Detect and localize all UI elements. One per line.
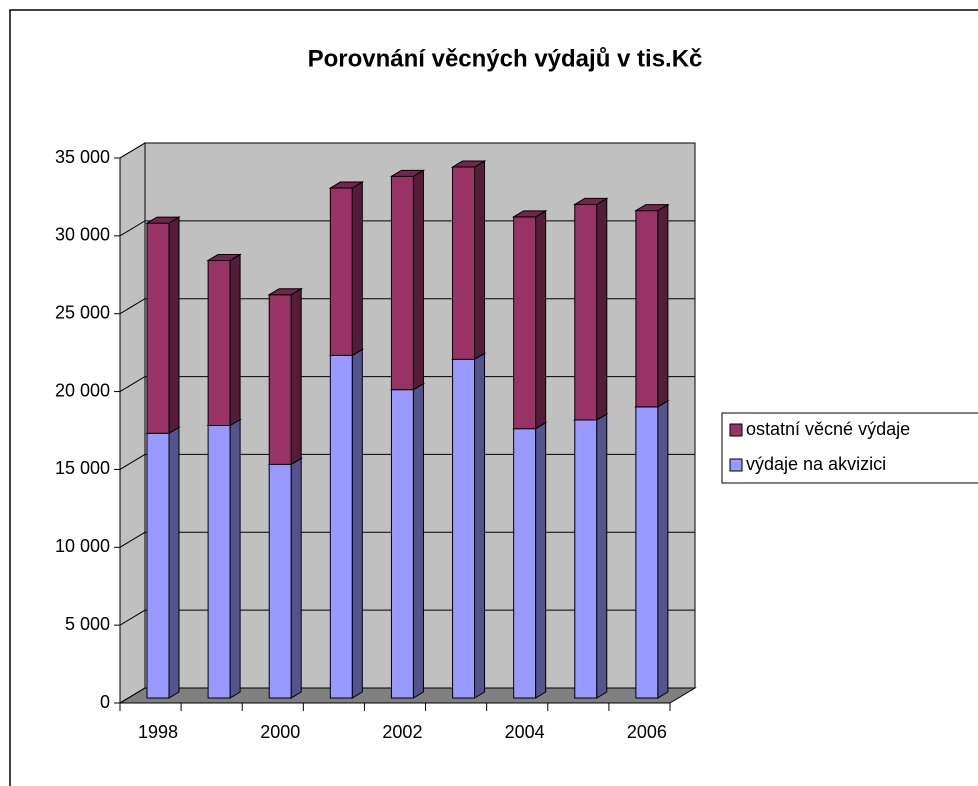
grid-line (119, 376, 695, 393)
bar (511, 209, 548, 430)
bar-front (329, 187, 353, 356)
chart-title: Porovnání věcných výdajů v tis.Kč (308, 45, 703, 72)
grid-line (119, 531, 695, 548)
grid-line (119, 453, 695, 470)
bar (634, 203, 670, 408)
bar-front (146, 222, 170, 434)
bar (389, 169, 426, 391)
bar-top (145, 216, 181, 224)
bar-top (206, 253, 242, 261)
bar (206, 418, 242, 699)
grid-line (119, 220, 695, 237)
bar-front (390, 389, 414, 699)
legend-box (721, 412, 978, 484)
y-tick-label: 20 000 (55, 380, 110, 400)
y-tick-label: 10 000 (55, 536, 110, 556)
bar-front (574, 419, 598, 699)
bar-side (290, 457, 302, 699)
bar-front (452, 166, 476, 360)
bar (206, 253, 242, 427)
x-tick-label: 2004 (505, 722, 545, 742)
grid-line (119, 687, 695, 704)
bar-front (513, 216, 537, 430)
bar-side (474, 352, 486, 699)
bar (450, 160, 487, 361)
x-tick-label: 2002 (382, 722, 422, 742)
bar-side (229, 418, 241, 699)
bar-front (207, 259, 231, 426)
y-tick-label: 5 000 (65, 614, 110, 634)
bar-top (267, 288, 304, 296)
bar-top (450, 160, 487, 168)
legend-label: ostatní věcné výdaje (746, 419, 910, 439)
bar-front (268, 463, 292, 699)
bar-top (634, 204, 670, 212)
bar (450, 352, 487, 699)
grid-line (119, 298, 695, 315)
bar (145, 426, 181, 699)
bar-front (390, 175, 414, 391)
bar-side (351, 181, 363, 357)
y-tick-label: 0 (100, 692, 110, 712)
bar-side (168, 216, 180, 435)
bar-front (146, 432, 170, 699)
x-tick-label: 2006 (627, 722, 667, 742)
grid-line (119, 142, 695, 159)
bar-front (452, 358, 476, 699)
bar (328, 181, 365, 357)
bar (572, 197, 609, 421)
grid-line (119, 609, 695, 626)
y-tick-label: 15 000 (55, 458, 110, 478)
bar-side (657, 203, 669, 408)
bar-front (329, 354, 353, 699)
y-tick-label: 35 000 (55, 147, 110, 167)
bar-side (168, 426, 180, 699)
bar-front (635, 406, 659, 699)
bar-side (229, 253, 241, 427)
bar-front (207, 425, 231, 699)
bar (389, 382, 426, 699)
bar-top (511, 210, 548, 218)
bar-side (351, 348, 363, 699)
bar (267, 457, 304, 699)
bar-side (535, 421, 547, 699)
legend-swatch (729, 423, 743, 437)
bar-side (657, 399, 669, 699)
bar-side (412, 382, 424, 699)
bar (634, 399, 670, 699)
bar-side (474, 160, 486, 361)
bar-side (596, 197, 608, 421)
bar-front (513, 428, 537, 699)
bar-top (389, 169, 426, 177)
y-tick-label: 30 000 (55, 225, 110, 245)
bar (145, 216, 181, 435)
bar (572, 413, 609, 699)
bar-side (535, 209, 547, 430)
bar-front (574, 203, 598, 421)
legend-swatch (729, 458, 743, 472)
bar-side (412, 169, 424, 391)
bar (267, 287, 304, 466)
bar-front (268, 294, 292, 465)
bar-top (572, 197, 609, 205)
legend-label: výdaje na akvizici (746, 454, 886, 474)
bar-side (290, 287, 302, 466)
bar-front (635, 210, 659, 408)
bar (328, 348, 365, 699)
bar-top (328, 181, 365, 189)
x-tick-label: 1998 (138, 722, 178, 742)
x-tick-label: 2000 (260, 722, 300, 742)
y-tick-label: 25 000 (55, 302, 110, 322)
side-wall (119, 142, 146, 704)
bar-side (596, 413, 608, 699)
bar (511, 421, 548, 699)
